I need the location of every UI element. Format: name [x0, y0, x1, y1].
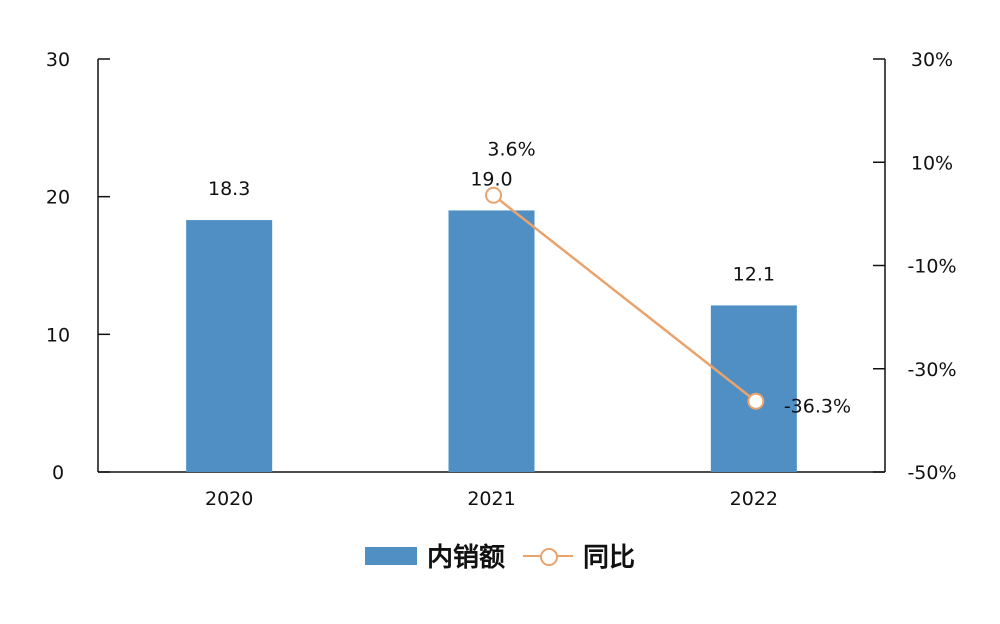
y-right-tick-label: -30% [907, 359, 956, 381]
x-tick-label: 2022 [730, 488, 778, 510]
bar-value-label: 18.3 [208, 178, 250, 200]
legend-swatch-yoy [523, 546, 573, 566]
legend-swatch-sales [364, 546, 417, 565]
series-line-yoy [492, 194, 757, 403]
bar [448, 210, 535, 472]
legend-label-yoy: 同比 [583, 543, 636, 573]
y-right-tick-label: 10% [911, 152, 953, 174]
y-left-tick-label: 30 [46, 49, 70, 71]
y-right-tick-label: -10% [907, 256, 956, 278]
legend-item-yoy: 同比 [523, 537, 635, 574]
bar-value-label: 19.0 [470, 168, 512, 190]
series-point-yoy [747, 392, 765, 410]
bar-value-label: 12.1 [733, 263, 775, 285]
line-value-label: -36.3% [784, 395, 851, 417]
y-left-tick-label: 10 [46, 324, 70, 346]
line-value-label: 3.6% [487, 138, 535, 160]
y-left-tick-label: 20 [46, 187, 70, 209]
x-tick-label: 2021 [467, 488, 515, 510]
bar [186, 220, 273, 472]
y-right-tick-label: -50% [907, 462, 956, 484]
legend-item-sales: 内销额 [364, 537, 505, 574]
y-left-tick-label: 0 [52, 462, 64, 484]
series-point-yoy [485, 186, 502, 204]
legend: 内销额 同比 [0, 537, 1000, 574]
y-right-tick-label: 30% [911, 49, 953, 71]
legend-label-sales: 内销额 [426, 543, 505, 573]
x-tick-label: 2020 [205, 488, 253, 510]
bar [710, 305, 797, 472]
